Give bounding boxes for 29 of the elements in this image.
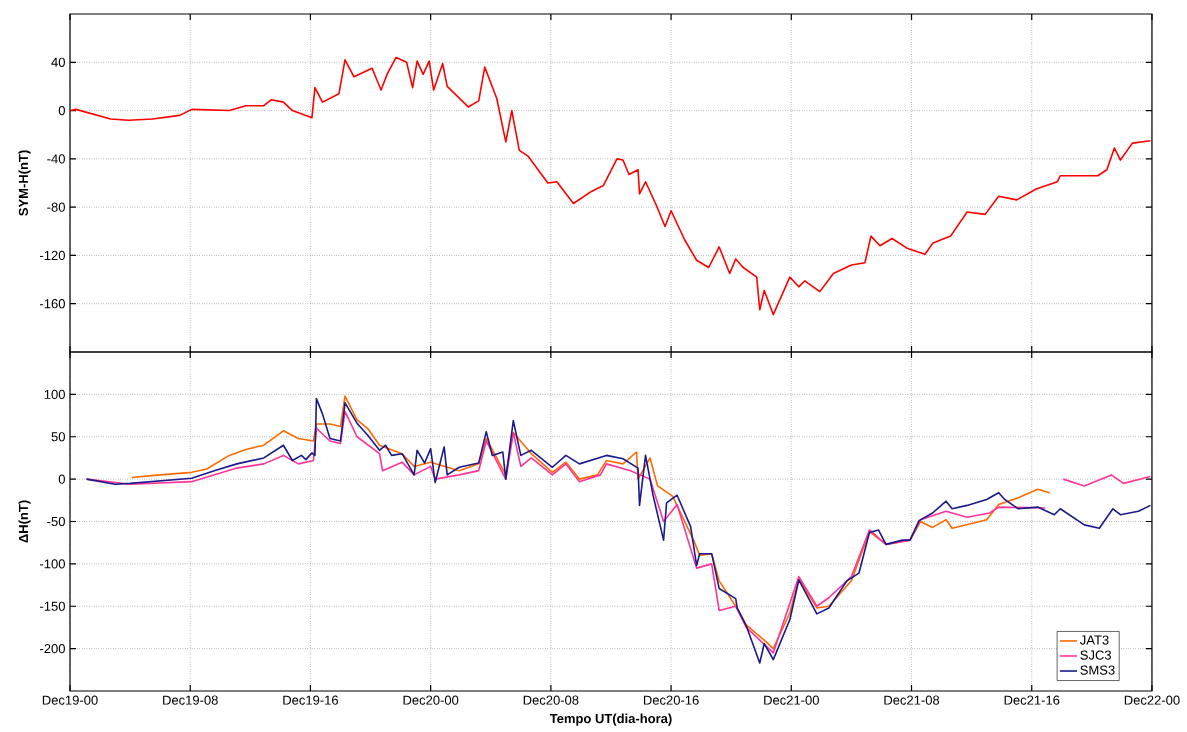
x-tick-label: Dec21-08 <box>884 695 940 705</box>
x-tick-label: Dec19-08 <box>163 695 218 705</box>
x-tick-label: Dec20-08 <box>523 695 579 705</box>
y-tick-label: -200 <box>40 644 65 654</box>
y-tick-label: 0 <box>58 105 65 116</box>
y-tick-label: 100 <box>44 389 65 399</box>
x-tick-label: Dec20-00 <box>403 695 459 705</box>
y-tick-label: -120 <box>40 250 65 261</box>
legend-label: SJC3 <box>1080 650 1112 660</box>
y-axis-title: ΔH(nT) <box>18 500 31 543</box>
y-tick-label: -160 <box>40 299 65 309</box>
y-tick-label: 40 <box>51 57 65 67</box>
x-tick-label: Dec22-00 <box>1124 695 1180 705</box>
legend-label: SMS3 <box>1080 665 1115 675</box>
x-tick-label: Dec21-00 <box>764 695 819 705</box>
y-tick-label: -100 <box>40 559 65 569</box>
x-axis-title: Tempo UT(dia-hora) <box>549 713 672 726</box>
x-tick-label: Dec19-16 <box>283 695 339 705</box>
x-tick-label: Dec19-00 <box>42 695 98 705</box>
y-tick-label: -40 <box>47 154 65 164</box>
x-tick-label: Dec20-16 <box>643 695 699 705</box>
y-axis-title: SYM-H(nT) <box>18 150 31 216</box>
x-tick-label: Dec21-16 <box>1004 695 1060 705</box>
y-tick-label: -150 <box>40 601 65 611</box>
y-tick-label: -80 <box>47 202 65 212</box>
legend-label: JAT3 <box>1080 635 1109 645</box>
y-tick-label: 50 <box>51 432 65 442</box>
y-tick-label: -50 <box>47 516 65 527</box>
y-tick-label: 0 <box>58 474 65 484</box>
